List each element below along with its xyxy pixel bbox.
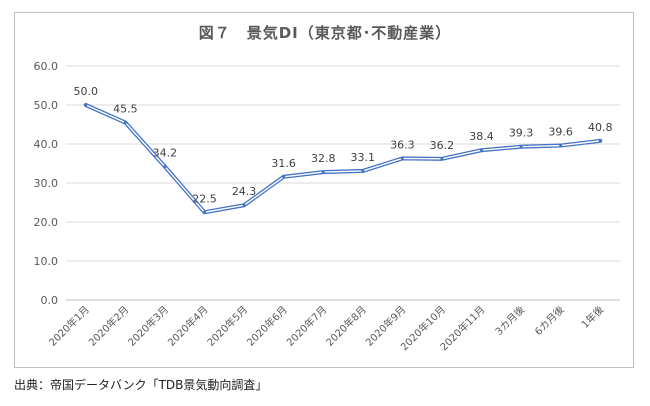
y-tick-label: 20.0 — [34, 216, 59, 229]
data-label: 31.6 — [271, 157, 296, 170]
data-label: 45.5 — [113, 103, 138, 116]
data-label: 32.8 — [311, 152, 336, 165]
x-tick-label: 2020年6月 — [244, 303, 290, 349]
x-tick-label: 2020年7月 — [284, 303, 330, 349]
x-tick-label: 2020年8月 — [323, 303, 369, 349]
data-point — [440, 157, 444, 161]
source-note: 出典：帝国データバンク「TDB景気動向調査」 — [14, 378, 268, 392]
data-point — [123, 121, 127, 125]
data-label: 39.6 — [548, 126, 573, 139]
data-label: 22.5 — [192, 192, 217, 205]
data-point — [84, 103, 88, 107]
data-label: 36.3 — [390, 138, 415, 151]
data-point — [519, 145, 523, 149]
data-label: 38.4 — [469, 130, 494, 143]
data-label: 39.3 — [509, 127, 534, 140]
x-tick-label: 6カ月後 — [532, 303, 567, 338]
data-point — [282, 175, 286, 179]
x-tick-label: 2020年2月 — [86, 303, 132, 349]
data-label: 50.0 — [74, 85, 99, 98]
chart-title: 図７ 景気DI（東京都･不動産業） — [198, 24, 452, 42]
y-tick-label: 50.0 — [34, 99, 59, 112]
data-point — [400, 156, 404, 160]
y-tick-label: 30.0 — [34, 177, 59, 190]
x-tick-label: 2020年5月 — [204, 303, 250, 349]
data-point — [321, 170, 325, 174]
y-tick-label: 0.0 — [41, 294, 59, 307]
data-label: 36.2 — [430, 139, 455, 152]
x-tick-label: 2020年3月 — [125, 303, 171, 349]
data-point — [361, 169, 365, 173]
data-point — [203, 210, 206, 214]
chart-frame — [14, 12, 634, 368]
series-line-inner — [85, 104, 601, 213]
y-tick-label: 40.0 — [34, 138, 59, 151]
data-point — [242, 203, 246, 207]
data-point — [559, 144, 563, 148]
x-tick-label: 3カ月後 — [492, 303, 527, 338]
data-label: 34.2 — [153, 147, 178, 160]
data-label: 24.3 — [232, 185, 257, 198]
data-label: 40.8 — [588, 121, 613, 134]
data-point — [598, 139, 602, 143]
data-point — [480, 148, 483, 152]
y-tick-label: 10.0 — [34, 255, 59, 268]
data-label: 33.1 — [351, 151, 376, 164]
x-tick-label: 2020年1月 — [46, 303, 92, 349]
data-point — [163, 165, 167, 169]
y-tick-label: 60.0 — [34, 60, 59, 73]
x-tick-label: 1年後 — [578, 303, 606, 331]
x-tick-label: 2020年4月 — [165, 303, 211, 349]
